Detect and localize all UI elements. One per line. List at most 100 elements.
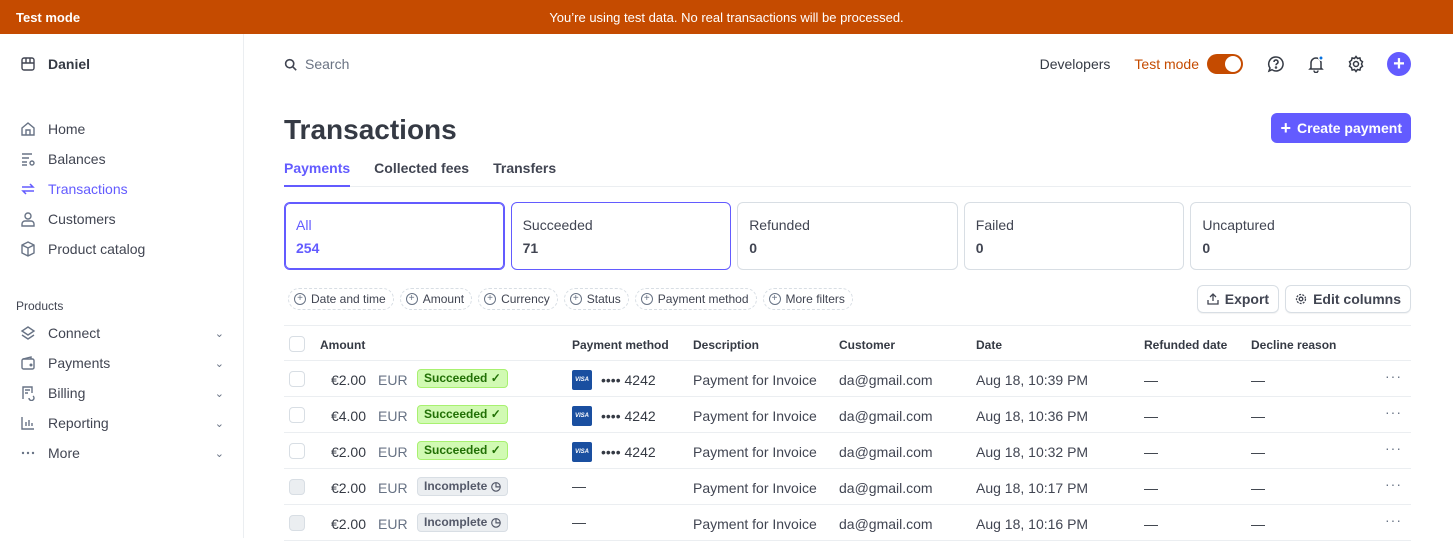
sidebar-item-billing[interactable]: Billing ⌄: [20, 378, 224, 408]
filter-card-all[interactable]: All 254: [284, 202, 505, 270]
export-button[interactable]: Export: [1196, 285, 1280, 313]
column-header-customer[interactable]: Customer: [839, 338, 896, 352]
sidebar-item-label: Product catalog: [48, 241, 146, 257]
test-mode-toggle[interactable]: [1207, 54, 1243, 74]
decline-reason: —: [1251, 516, 1265, 532]
payment-method: —: [572, 478, 586, 494]
filter-card-failed[interactable]: Failed 0: [963, 202, 1185, 270]
user-icon: [21, 212, 35, 227]
sidebar-item-label: Reporting: [48, 415, 109, 431]
test-mode-label: Test mode: [1134, 56, 1199, 72]
row-checkbox[interactable]: [289, 443, 305, 459]
filter-chip[interactable]: + Payment method: [634, 288, 757, 310]
currency: EUR: [378, 444, 408, 460]
tab-collected-fees[interactable]: Collected fees: [374, 160, 470, 176]
tab-payments[interactable]: Payments: [284, 160, 351, 187]
plus-circle-icon: +: [640, 293, 653, 305]
filter-card-uncaptured[interactable]: Uncaptured 0: [1190, 202, 1411, 270]
sidebar-item-label: More: [48, 445, 80, 461]
column-header-decline-reason[interactable]: Decline reason: [1251, 338, 1337, 352]
filter-card-refunded[interactable]: Refunded 0: [737, 202, 958, 270]
filter-chip[interactable]: + More filters: [762, 288, 853, 310]
sidebar-item-label: Balances: [48, 151, 106, 167]
check-icon: ✓: [490, 371, 501, 385]
status-badge: Incomplete ◷: [417, 477, 509, 496]
sidebar-item-more[interactable]: More ⌄: [20, 438, 224, 468]
card-last4: —: [572, 514, 586, 530]
sidebar-item-transactions[interactable]: Transactions: [20, 174, 224, 204]
account-switcher[interactable]: Daniel: [20, 56, 90, 72]
row-checkbox[interactable]: [289, 371, 305, 387]
row-actions-more-icon[interactable]: ···: [1385, 404, 1402, 420]
box-icon: [21, 241, 35, 257]
status-badge: Succeeded ✓: [417, 369, 508, 388]
table-row[interactable]: €2.00 EUR Incomplete ◷ — Payment for Invoice…: [284, 505, 1411, 541]
sidebar-item-product-catalog[interactable]: Product catalog: [20, 234, 224, 264]
plus-circle-icon: +: [569, 293, 582, 305]
search-input[interactable]: Search: [284, 56, 349, 72]
customer-email: da@gmail.com: [839, 516, 933, 532]
table-row[interactable]: €4.00 EUR Succeeded ✓ VISA •••• 4242 Payment …: [284, 397, 1411, 433]
column-header-date[interactable]: Date: [976, 338, 1003, 352]
table-row[interactable]: €2.00 EUR Succeeded ✓ VISA •••• 4242 Payment …: [284, 433, 1411, 469]
balances-icon: [22, 153, 35, 166]
table-row[interactable]: €2.00 EUR Succeeded ✓ VISA •••• 4242 Payment …: [284, 361, 1411, 397]
row-checkbox[interactable]: [289, 407, 305, 423]
help-icon[interactable]: [1267, 55, 1285, 73]
column-header-description[interactable]: Description: [693, 338, 760, 352]
payments-table: Amount Payment method Description Custom…: [284, 325, 1411, 541]
settings-gear-icon[interactable]: [1347, 55, 1365, 73]
filter-chip[interactable]: + Status: [563, 288, 629, 310]
sidebar-item-reporting[interactable]: Reporting ⌄: [20, 408, 224, 438]
filter-card-succeeded[interactable]: Succeeded 71: [510, 202, 732, 270]
chevron-down-icon: ⌄: [214, 387, 224, 400]
column-header-amount[interactable]: Amount: [320, 338, 366, 352]
create-payment-label: Create payment: [1296, 120, 1402, 136]
row-actions-more-icon[interactable]: ···: [1385, 368, 1402, 384]
currency: EUR: [378, 480, 408, 496]
row-actions-more-icon[interactable]: ···: [1385, 476, 1402, 492]
sidebar-item-balances[interactable]: Balances: [20, 144, 224, 174]
filter-chip[interactable]: + Date and time: [288, 288, 394, 310]
status-badge: Succeeded ✓: [417, 441, 508, 460]
amount: €2.00: [330, 480, 366, 496]
search-icon: [284, 58, 297, 71]
row-checkbox[interactable]: [289, 479, 305, 495]
billing-icon: [22, 386, 35, 401]
sidebar-item-customers[interactable]: Customers: [20, 204, 224, 234]
edit-columns-button[interactable]: Edit columns: [1285, 285, 1411, 313]
refunded-date: —: [1144, 480, 1158, 496]
filter-chip[interactable]: + Currency: [478, 288, 558, 310]
decline-reason: —: [1251, 372, 1265, 388]
filter-chip[interactable]: + Amount: [399, 288, 473, 310]
sidebar-item-payments[interactable]: Payments ⌄: [20, 348, 224, 378]
sidebar-item-home[interactable]: Home: [20, 114, 224, 144]
tab-transfers[interactable]: Transfers: [493, 160, 557, 176]
customer-email: da@gmail.com: [839, 408, 933, 424]
payment-method: VISA •••• 4242: [572, 406, 656, 426]
sidebar-item-label: Payments: [48, 355, 111, 371]
column-header-refunded-date[interactable]: Refunded date: [1144, 338, 1228, 352]
amount: €2.00: [330, 516, 366, 532]
chart-icon: [21, 417, 34, 430]
create-payment-button[interactable]: + Create payment: [1271, 113, 1411, 143]
products-nav: Connect ⌄ Payments ⌄ Billing ⌄ Reporting ⌄ M…: [20, 318, 224, 468]
wallet-icon: [21, 356, 35, 370]
card-last4: —: [572, 478, 586, 494]
row-actions-more-icon[interactable]: ···: [1385, 440, 1402, 456]
quick-create-plus-button[interactable]: +: [1387, 52, 1411, 76]
decline-reason: —: [1251, 444, 1265, 460]
amount: €4.00: [330, 408, 366, 424]
banner-message: You’re using test data. No real transact…: [549, 10, 904, 25]
card-count: 0: [749, 240, 757, 256]
row-checkbox[interactable]: [289, 515, 305, 531]
developers-link[interactable]: Developers: [1039, 56, 1111, 72]
sidebar-item-connect[interactable]: Connect ⌄: [20, 318, 224, 348]
row-actions-more-icon[interactable]: ···: [1385, 512, 1402, 528]
top-bar-actions: Developers Test mode +: [1040, 52, 1411, 76]
notifications-bell-icon[interactable]: [1307, 55, 1325, 73]
page-title: Transactions: [284, 114, 457, 145]
column-header-payment-method[interactable]: Payment method: [572, 338, 669, 352]
table-row[interactable]: €2.00 EUR Incomplete ◷ — Payment for Invoice…: [284, 469, 1411, 505]
select-all-checkbox[interactable]: [289, 336, 305, 352]
